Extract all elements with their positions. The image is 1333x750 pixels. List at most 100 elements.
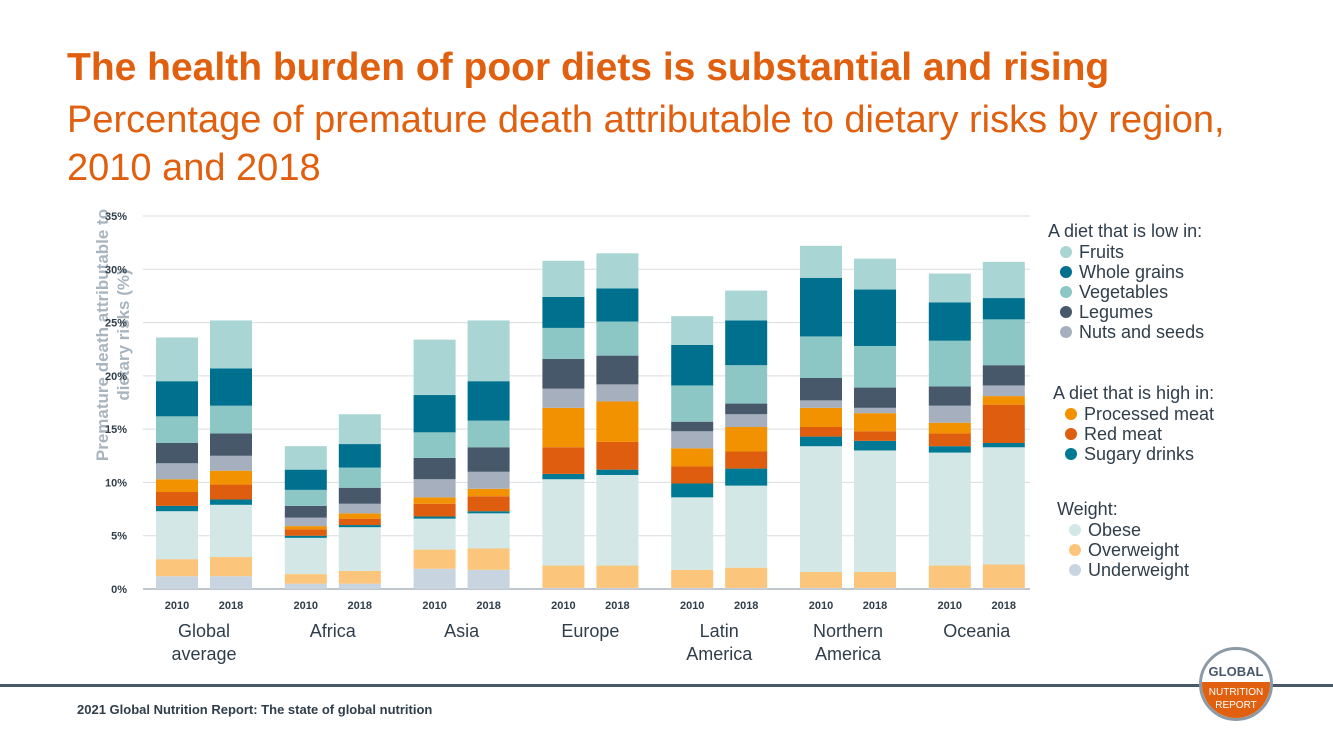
legend-label: Legumes [1079,302,1154,322]
legend-swatch [1069,544,1081,556]
bar-sugary-drinks-northern-america-2010 [800,436,842,447]
bar-obese-northern-america-2010 [800,446,842,572]
bar-sugary-drinks-africa-2010 [284,535,327,538]
x-group-label-oceania: Oceania [943,621,1011,641]
bar-whole-grains-global-average-2010 [156,381,198,417]
legend-swatch [1060,326,1072,338]
bar-red-meat-europe-2010 [542,447,585,474]
legend-label: Obese [1088,520,1142,540]
bar-sugary-drinks-northern-america-2018 [854,440,896,451]
legend-item-legumes: Legumes [1060,302,1154,322]
legend-heading: A diet that is low in: [1048,221,1203,241]
bar-red-meat-europe-2018 [596,441,639,470]
bar-vegetables-asia-2010 [413,432,456,458]
legend-item-obese: Obese [1069,520,1142,540]
bar-sugary-drinks-global-average-2010 [156,505,198,512]
bar-fruits-global-average-2010 [156,337,198,382]
bar-whole-grains-northern-america-2018 [854,289,896,347]
bar-processed-meat-europe-2010 [542,407,585,448]
bar-whole-grains-europe-2018 [596,288,639,322]
x-group-label-global-average: Global average [171,621,236,664]
bar-nuts-and-seeds-northern-america-2010 [800,400,842,408]
bar-legumes-africa-2010 [284,505,327,518]
bars [156,245,1025,589]
chart-title: The health burden of poor diets is subst… [67,46,1110,89]
legend-label: Fruits [1079,242,1124,262]
bar-processed-meat-global-average-2018 [210,470,252,485]
bar-legumes-global-average-2018 [210,433,252,456]
bar-sugary-drinks-asia-2018 [467,511,510,514]
bar-underweight-latin-america-2018 [725,587,768,589]
bar-nuts-and-seeds-africa-2010 [284,517,327,527]
bar-nuts-and-seeds-oceania-2018 [982,385,1025,397]
bar-underweight-asia-2010 [413,568,456,589]
bar-processed-meat-africa-2010 [284,526,327,530]
bar-nuts-and-seeds-asia-2018 [467,471,510,489]
x-tick-year-label: 2010 [938,600,962,612]
bar-fruits-africa-2010 [284,446,327,470]
bar-nuts-and-seeds-europe-2010 [542,388,585,408]
bar-underweight-asia-2018 [467,569,510,589]
x-tick-year-label: 2010 [294,600,318,612]
bar-fruits-africa-2018 [338,414,381,445]
x-tick-year-label: 2010 [165,600,189,612]
bar-legumes-oceania-2018 [982,365,1025,386]
x-tick-year-label: 2018 [992,600,1016,612]
bar-red-meat-global-average-2018 [210,484,252,500]
x-tick-year-label: 2018 [476,600,500,612]
bar-legumes-africa-2018 [338,487,381,504]
legend-swatch [1060,286,1072,298]
bar-whole-grains-northern-america-2010 [800,277,842,337]
bar-fruits-europe-2010 [542,260,585,297]
bar-underweight-northern-america-2018 [854,587,896,589]
bar-obese-northern-america-2018 [854,450,896,572]
bar-processed-meat-oceania-2018 [982,396,1025,405]
bar-nuts-and-seeds-latin-america-2018 [725,414,768,428]
bar-sugary-drinks-latin-america-2018 [725,468,768,486]
bar-whole-grains-global-average-2018 [210,368,252,406]
legend-item-sugary-drinks: Sugary drinks [1065,444,1194,464]
bar-sugary-drinks-asia-2010 [413,516,456,519]
bar-red-meat-asia-2018 [467,496,510,512]
bar-overweight-oceania-2018 [982,564,1025,588]
legend-swatch [1065,428,1077,440]
x-tick-year-label: 2010 [809,600,833,612]
bar-vegetables-europe-2010 [542,327,585,359]
legend-heading: Weight: [1057,499,1118,519]
bar-red-meat-africa-2018 [338,518,381,526]
bar-processed-meat-northern-america-2010 [800,407,842,428]
x-group-label-africa: Africa [310,621,357,641]
bar-legumes-latin-america-2010 [671,421,714,432]
bar-vegetables-latin-america-2010 [671,385,714,422]
bar-obese-africa-2018 [338,527,381,571]
logo-word-nutrition: NUTRITION [1208,687,1264,698]
bar-legumes-global-average-2010 [156,442,198,464]
x-axis-labels: 2010 2018 Global average 2010 2018 Africa 2010 2… [165,600,1016,664]
bar-whole-grains-oceania-2010 [928,302,971,341]
legend-label: Red meat [1084,424,1163,444]
x-tick-year-label: 2010 [422,600,446,612]
bar-vegetables-northern-america-2018 [854,346,896,388]
bar-whole-grains-africa-2018 [338,444,381,468]
bar-processed-meat-latin-america-2010 [671,448,714,467]
x-group-label-asia: Asia [444,621,480,641]
bar-red-meat-northern-america-2010 [800,427,842,437]
bar-obese-oceania-2010 [928,452,971,566]
y-tick-label: 25% [105,318,127,330]
global-nutrition-report-logo: GLOBAL NUTRITION REPORT [1199,647,1273,721]
bar-sugary-drinks-oceania-2018 [982,442,1025,448]
grid-lines [143,215,1030,590]
bar-nuts-and-seeds-oceania-2010 [928,405,971,423]
bar-legumes-oceania-2010 [928,386,971,406]
y-tick-label: 35% [105,211,127,223]
bar-red-meat-oceania-2010 [928,433,971,447]
legend-item-nuts-and-seeds: Nuts and seeds [1060,322,1204,342]
bar-obese-global-average-2018 [210,504,252,558]
legend-item-overweight: Overweight [1069,540,1179,560]
bar-fruits-oceania-2018 [982,261,1025,299]
logo-word-report: REPORT [1215,700,1257,711]
bar-fruits-northern-america-2018 [854,258,896,290]
bar-vegetables-global-average-2010 [156,416,198,443]
bar-fruits-latin-america-2018 [725,290,768,321]
